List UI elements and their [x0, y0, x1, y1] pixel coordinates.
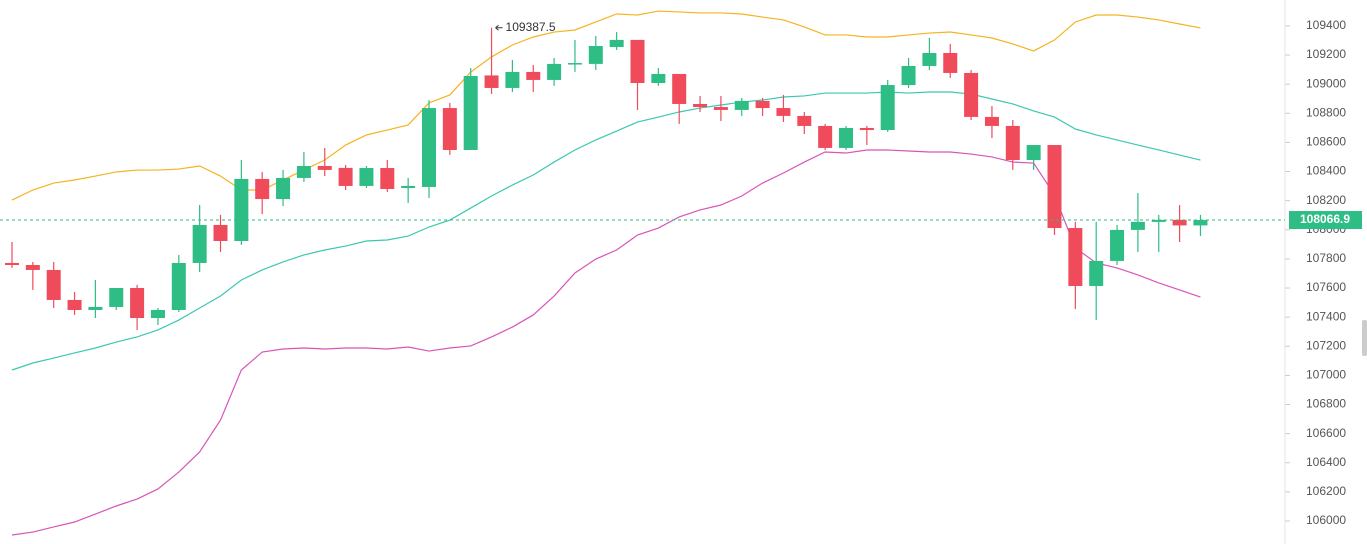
y-tick-label: 107600 [1306, 280, 1346, 294]
candle-body [442, 108, 457, 150]
candle-body [484, 75, 499, 88]
candle-body [1130, 221, 1145, 230]
y-tick-label: 107000 [1306, 368, 1346, 382]
candle-body [526, 71, 541, 80]
candle-body [609, 39, 624, 48]
y-tick-label: 108400 [1306, 164, 1346, 178]
candle-body [422, 108, 436, 187]
candle-body [46, 269, 61, 300]
candle-body [380, 168, 395, 190]
candle-body [401, 185, 416, 188]
candle-body [630, 39, 645, 83]
candle-body [234, 178, 249, 241]
candle-body [276, 177, 291, 200]
band-line [11, 149, 1201, 536]
candle-body [567, 63, 582, 65]
y-tick-label: 109000 [1306, 76, 1346, 90]
candle-body [317, 165, 332, 170]
candle-body [463, 76, 478, 150]
candle-body [547, 63, 562, 80]
y-tick-label: 106800 [1306, 397, 1346, 411]
candle-body [1172, 219, 1187, 226]
candle-body [922, 53, 937, 66]
y-tick-label: 106000 [1306, 513, 1346, 527]
y-tick-label: 106200 [1306, 484, 1346, 498]
candle-body [1151, 219, 1166, 222]
candle-body [1005, 125, 1020, 161]
candle-body [776, 108, 791, 116]
candle-body [901, 65, 916, 86]
y-tick-label: 107200 [1306, 338, 1346, 352]
candle-body [755, 100, 770, 109]
y-tick-label: 106400 [1306, 455, 1346, 469]
max-annotation: 109387.5 [506, 20, 556, 34]
candle-body [213, 224, 228, 241]
candle-body [651, 73, 666, 83]
price-tag-label: 108066.9 [1300, 212, 1350, 226]
candle-body [1193, 220, 1208, 226]
candle-body [296, 165, 311, 178]
band-line [11, 91, 1201, 371]
y-tick-label: 109400 [1306, 18, 1346, 32]
y-tick-label: 109200 [1306, 47, 1346, 61]
candle-body [25, 265, 40, 270]
candle-body [859, 127, 874, 131]
candle-body [964, 72, 979, 117]
candle-body [67, 299, 82, 311]
candle-body [5, 262, 19, 266]
candle-body [1110, 229, 1125, 261]
candle-body [984, 116, 999, 126]
candle-body [943, 53, 958, 73]
candle-body [880, 85, 895, 131]
candle-body [693, 103, 708, 108]
candle-body [1089, 260, 1104, 286]
candle-body [713, 107, 728, 110]
candle-body [1026, 145, 1041, 161]
candle-body [839, 127, 853, 148]
candle-body [192, 224, 207, 263]
candle-body [672, 73, 687, 104]
max-arrow-head [495, 24, 499, 31]
candle-body [818, 125, 833, 148]
scroll-handle[interactable] [1362, 320, 1367, 356]
candle-body [359, 168, 374, 186]
candle-body [797, 115, 812, 126]
candle-body [255, 178, 270, 200]
y-tick-label: 108200 [1306, 193, 1346, 207]
candle-body [588, 46, 603, 64]
band-line [11, 10, 1201, 201]
candle-body [1068, 228, 1083, 286]
y-tick-label: 106600 [1306, 426, 1346, 440]
y-tick-label: 108800 [1306, 105, 1346, 119]
candle-body [171, 262, 186, 311]
candle-body [734, 100, 749, 110]
candle-body [150, 310, 165, 319]
price-tag [1289, 211, 1362, 230]
y-tick-label: 107800 [1306, 251, 1346, 265]
candle-body [1047, 145, 1062, 229]
candle-body [130, 288, 145, 319]
candle-body [88, 306, 103, 311]
candle-body [338, 167, 353, 186]
y-tick-label: 107400 [1306, 309, 1346, 323]
candle-body [505, 71, 520, 88]
candle-body [109, 288, 124, 307]
y-tick-label: 108600 [1306, 135, 1346, 149]
